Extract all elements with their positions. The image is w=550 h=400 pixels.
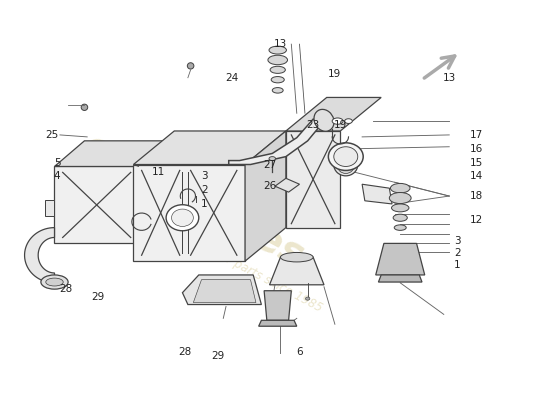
Text: 26: 26 [263, 181, 276, 191]
Ellipse shape [272, 88, 283, 93]
Ellipse shape [41, 275, 68, 289]
Text: 28: 28 [59, 284, 72, 294]
Text: 13: 13 [443, 73, 456, 83]
Polygon shape [54, 141, 169, 166]
Text: 24: 24 [225, 73, 238, 83]
Polygon shape [54, 166, 139, 243]
Ellipse shape [271, 76, 284, 83]
Polygon shape [270, 257, 324, 285]
Text: 13: 13 [274, 39, 287, 49]
Text: 27: 27 [263, 160, 276, 170]
Polygon shape [264, 291, 292, 320]
Text: 1: 1 [201, 199, 207, 209]
Text: 29: 29 [91, 292, 104, 302]
Polygon shape [134, 164, 245, 261]
Polygon shape [362, 184, 392, 204]
Ellipse shape [270, 66, 285, 73]
Ellipse shape [392, 204, 409, 212]
Ellipse shape [334, 154, 358, 176]
Text: 15: 15 [470, 158, 483, 168]
Ellipse shape [172, 209, 194, 226]
Text: 11: 11 [151, 167, 164, 177]
Polygon shape [45, 200, 54, 216]
Polygon shape [194, 280, 256, 302]
Polygon shape [286, 98, 381, 131]
Polygon shape [378, 275, 422, 282]
Ellipse shape [334, 147, 358, 166]
Ellipse shape [394, 225, 406, 230]
Text: 19: 19 [334, 120, 347, 130]
Ellipse shape [305, 297, 310, 300]
Ellipse shape [268, 55, 288, 65]
Text: 17: 17 [470, 130, 483, 140]
Ellipse shape [188, 63, 194, 69]
Polygon shape [275, 178, 300, 192]
Text: 4: 4 [54, 171, 60, 181]
Text: 2: 2 [454, 248, 461, 258]
Ellipse shape [81, 104, 87, 110]
Polygon shape [134, 131, 286, 164]
Text: 1: 1 [454, 260, 461, 270]
Polygon shape [286, 131, 340, 228]
Text: a passion for parts since 1985: a passion for parts since 1985 [161, 220, 324, 315]
Ellipse shape [269, 46, 287, 54]
Text: 6: 6 [296, 347, 303, 357]
Ellipse shape [390, 184, 410, 193]
Text: euròspares: euròspares [75, 125, 311, 275]
Ellipse shape [332, 118, 343, 124]
Polygon shape [183, 275, 261, 304]
Polygon shape [245, 131, 286, 261]
Ellipse shape [314, 109, 334, 131]
Ellipse shape [345, 119, 353, 124]
Text: 29: 29 [211, 351, 224, 361]
Text: 16: 16 [470, 144, 483, 154]
Polygon shape [25, 228, 54, 283]
Polygon shape [376, 243, 425, 275]
Text: 19: 19 [328, 69, 342, 79]
Text: 12: 12 [470, 215, 483, 225]
Text: 28: 28 [179, 347, 192, 357]
Ellipse shape [166, 205, 199, 231]
Ellipse shape [389, 192, 411, 204]
Ellipse shape [269, 157, 276, 160]
Ellipse shape [337, 156, 355, 174]
Text: 18: 18 [470, 191, 483, 201]
Polygon shape [258, 320, 297, 326]
Text: 25: 25 [45, 130, 58, 140]
Text: 5: 5 [54, 158, 60, 168]
Polygon shape [139, 141, 169, 243]
Polygon shape [229, 119, 324, 164]
Ellipse shape [46, 278, 63, 286]
Text: 3: 3 [201, 171, 207, 181]
Ellipse shape [280, 252, 313, 262]
Text: 23: 23 [306, 120, 320, 130]
Ellipse shape [328, 143, 363, 170]
Ellipse shape [393, 214, 408, 221]
Text: 3: 3 [454, 236, 461, 246]
Text: 14: 14 [470, 171, 483, 181]
Text: 2: 2 [201, 185, 207, 195]
